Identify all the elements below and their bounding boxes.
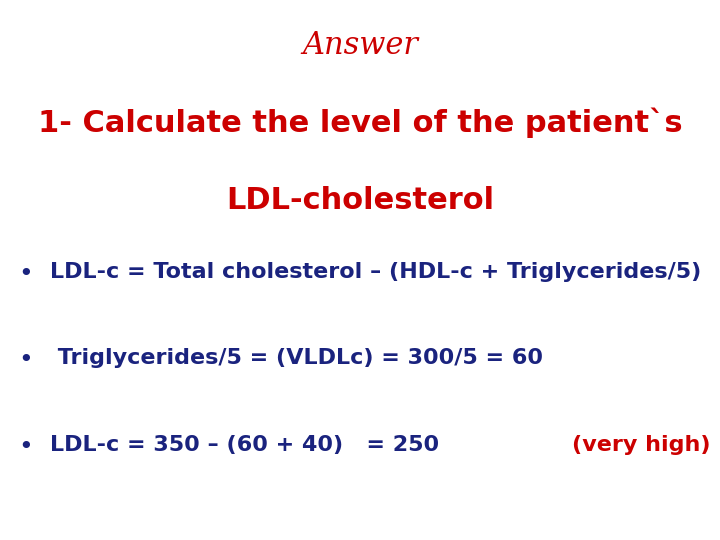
Text: •: • xyxy=(18,435,32,458)
Text: •: • xyxy=(18,262,32,286)
Text: (very high): (very high) xyxy=(572,435,711,455)
Text: 1- Calculate the level of the patient`s: 1- Calculate the level of the patient`s xyxy=(37,108,683,138)
Text: LDL-c = 350 – (60 + 40)   = 250: LDL-c = 350 – (60 + 40) = 250 xyxy=(50,435,455,455)
Text: Answer: Answer xyxy=(302,30,418,60)
Text: Triglycerides/5 = (VLDLc) = 300/5 = 60: Triglycerides/5 = (VLDLc) = 300/5 = 60 xyxy=(50,348,544,368)
Text: LDL-c = Total cholesterol – (HDL-c + Triglycerides/5): LDL-c = Total cholesterol – (HDL-c + Tri… xyxy=(50,262,702,282)
Text: •: • xyxy=(18,348,32,372)
Text: LDL-cholesterol: LDL-cholesterol xyxy=(226,186,494,215)
